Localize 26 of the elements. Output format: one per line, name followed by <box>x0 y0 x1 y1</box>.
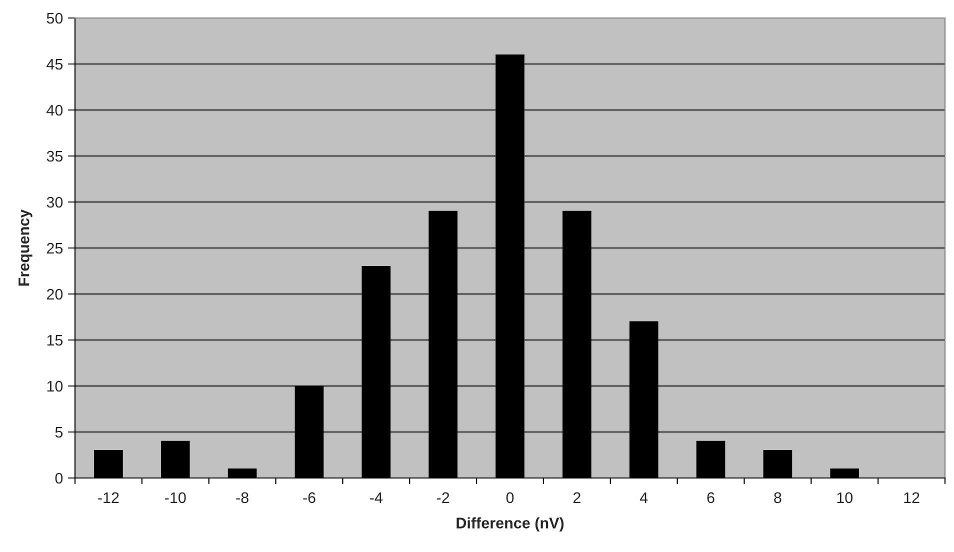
y-tick-label: 0 <box>55 472 63 484</box>
x-tick-label: 12 <box>904 492 920 503</box>
x-axis-title: Difference (nV) <box>456 517 564 532</box>
y-tick-label: 45 <box>46 59 63 70</box>
x-tick-label: -6 <box>303 492 316 504</box>
x-tick-label: 6 <box>707 492 714 504</box>
y-tick-label: 25 <box>46 242 63 254</box>
y-tick-label: 35 <box>46 150 63 162</box>
x-tick-label: -4 <box>370 492 382 503</box>
y-tick-label: 50 <box>46 12 63 24</box>
y-tick-label: 10 <box>47 380 63 392</box>
x-tick-label: 2 <box>573 492 580 503</box>
y-tick-label: 20 <box>46 288 63 300</box>
y-tick-label: 40 <box>46 104 63 116</box>
x-tick-label: -8 <box>236 492 248 504</box>
x-tick-label: -12 <box>98 492 119 503</box>
y-tick-label: 30 <box>46 196 63 208</box>
x-tick-label: -2 <box>436 492 450 503</box>
y-tick-label: 15 <box>47 335 63 346</box>
x-tick-label: 8 <box>774 492 782 504</box>
x-tick-label: 0 <box>506 492 514 504</box>
y-axis-title: Frequency <box>18 209 32 286</box>
y-tick-label: 5 <box>55 427 63 438</box>
x-tick-label: -10 <box>165 492 186 504</box>
x-tick-label: 10 <box>837 492 853 504</box>
x-tick-label: 4 <box>640 492 648 503</box>
